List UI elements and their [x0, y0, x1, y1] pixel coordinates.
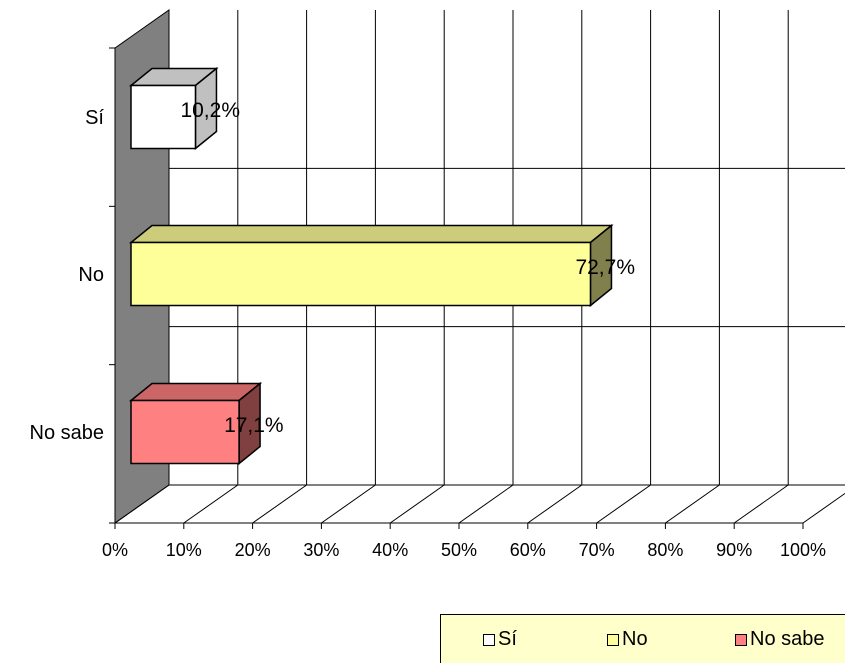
legend-label-si: Sí — [498, 628, 517, 650]
floor-gridline — [527, 484, 583, 524]
legend-swatch-no — [607, 633, 619, 646]
floor-gridline — [596, 484, 651, 524]
floor-gridline — [458, 484, 514, 524]
bar-no-sabe — [128, 381, 263, 466]
bar-top-face — [128, 382, 263, 402]
x-tick-label: 20% — [235, 540, 271, 560]
x-tick-label: 10% — [166, 540, 202, 560]
legend-swatch-si — [483, 633, 495, 646]
axes — [109, 47, 804, 529]
floor-gridline — [252, 484, 307, 524]
category-label-no-sabe: No sabe — [30, 422, 105, 444]
chart-floor — [114, 484, 845, 524]
legend-label-no: No — [622, 628, 648, 650]
floor-gridline — [114, 484, 170, 524]
bar-si — [128, 66, 219, 151]
legend-swatch-no-sabe — [735, 633, 747, 646]
data-label-si: 10,2% — [180, 99, 240, 122]
x-tick-label: 40% — [372, 540, 408, 560]
floor-gridline — [733, 484, 789, 524]
x-tick-label: 70% — [579, 540, 615, 560]
floor-gridline — [321, 484, 376, 524]
floor-gridline — [665, 484, 720, 524]
x-tick-label: 30% — [303, 540, 339, 560]
x-tick-labels: 0% 10% 20% 30% 40% 50% 60% 70% 80% 90% 100% — [102, 540, 826, 560]
x-tick-label: 60% — [510, 540, 546, 560]
x-tick-label: 50% — [441, 540, 477, 560]
legend-item-no-sabe: No sabe — [735, 628, 825, 651]
bar-front-face — [130, 241, 592, 307]
x-tick-label: 90% — [716, 540, 752, 560]
legend: Sí No No sabe — [440, 614, 845, 663]
bars — [128, 66, 614, 466]
bar-top-face — [128, 224, 614, 244]
category-labels: Sí No No sabe — [30, 107, 105, 444]
data-labels: 10,2% 72,7% 17,1% — [180, 99, 635, 437]
x-tick-label: 0% — [102, 540, 128, 560]
category-label-si: Sí — [85, 107, 104, 129]
floor-gridline — [183, 484, 239, 524]
data-label-no-sabe: 17,1% — [224, 414, 284, 437]
data-label-no: 72,7% — [575, 256, 635, 279]
legend-label-no-sabe: No sabe — [750, 628, 825, 650]
bar-no — [128, 223, 614, 308]
category-label-no: No — [78, 264, 104, 286]
bar-front-face — [130, 84, 197, 150]
x-tick-label: 100% — [780, 540, 826, 560]
floor-gridline — [389, 484, 445, 524]
bar-front-face — [130, 399, 240, 465]
legend-item-no: No — [607, 628, 648, 651]
legend-item-si: Sí — [483, 628, 517, 651]
floor-gridline — [802, 492, 845, 524]
x-tick-label: 80% — [647, 540, 683, 560]
